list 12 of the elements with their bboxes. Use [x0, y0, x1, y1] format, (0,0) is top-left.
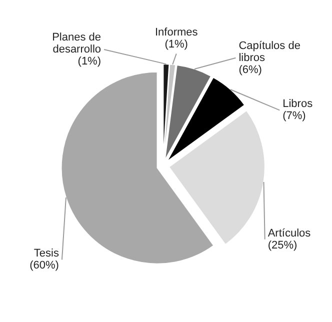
slice-label: Capítulos de libros — [238, 40, 300, 64]
data-label: (6%) — [238, 64, 262, 76]
slice-label: Informes — [154, 26, 198, 39]
data-label: (7%) — [282, 110, 306, 122]
slice-label: Artículos — [268, 227, 312, 240]
data-label: (60%) — [30, 260, 59, 272]
slice-label: Planes de desarrollo — [52, 31, 102, 56]
slice-label: Tesis — [34, 248, 60, 260]
slice-label: Libros — [282, 98, 314, 110]
data-label: (1%) — [78, 55, 102, 68]
data-label: (1%) — [164, 38, 188, 51]
data-label: (25%) — [268, 239, 298, 252]
